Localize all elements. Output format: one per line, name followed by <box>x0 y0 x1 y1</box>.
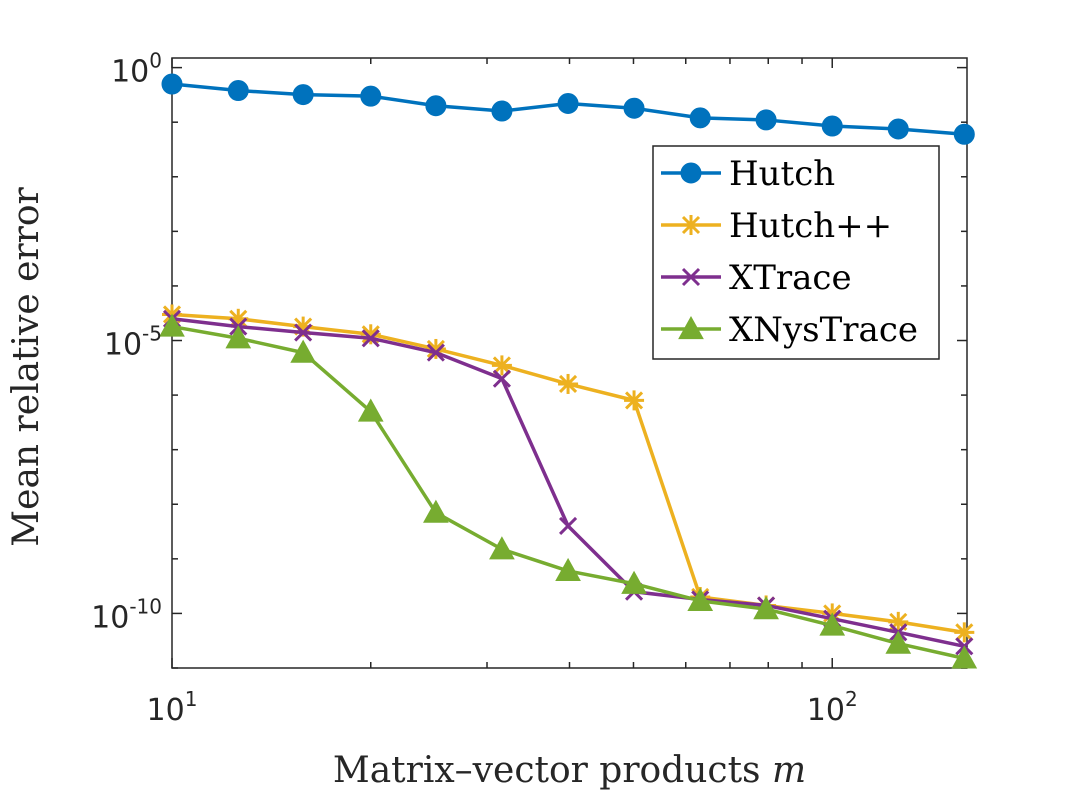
x-tick-label: 101 <box>147 687 198 728</box>
series-hutch <box>161 73 975 145</box>
legend-item-hutch: Hutch++ <box>661 206 892 246</box>
legend-marker <box>680 162 702 184</box>
data-point-xtrace <box>361 329 380 348</box>
data-point-xnystrace <box>555 557 581 582</box>
data-point-hutch <box>491 355 512 376</box>
data-point-hutch <box>557 93 579 115</box>
series-hutch <box>162 304 975 643</box>
legend-marker <box>678 315 704 340</box>
x-axis-label-var: m <box>772 750 806 791</box>
x-tick-label: 102 <box>807 687 858 728</box>
data-point-hutch <box>161 73 183 95</box>
data-point-xnystrace <box>225 325 252 349</box>
data-point-xnystrace <box>951 645 978 669</box>
data-point-hutch <box>821 115 843 137</box>
y-tick-label: 100 <box>111 49 162 90</box>
data-point-hutch <box>491 100 513 122</box>
legend-item-hutch: Hutch <box>661 154 835 194</box>
data-point-hutch <box>888 611 909 632</box>
data-point-hutch <box>227 80 249 102</box>
legend-box <box>652 145 940 360</box>
data-point-xnystrace <box>489 536 515 560</box>
data-point-hutch <box>558 373 579 394</box>
data-point-xnystrace <box>753 596 779 620</box>
data-point-xnystrace <box>423 499 449 523</box>
tick-labels: 101 102 100 10-5 10-10 <box>91 49 858 728</box>
data-point-xtrace <box>492 369 511 388</box>
x-axis-label-main: Matrix–vector products <box>333 750 772 791</box>
data-point-xnystrace <box>621 570 647 594</box>
legend-label: Hutch <box>729 154 835 194</box>
data-point-xtrace <box>559 516 578 536</box>
data-point-xtrace <box>294 323 313 342</box>
data-point-hutch <box>425 95 447 117</box>
x-axis-label: Matrix–vector products m <box>333 750 806 791</box>
data-point-hutch <box>623 97 645 119</box>
data-point-xnystrace <box>687 587 714 611</box>
data-point-xnystrace <box>290 339 317 363</box>
legend-label: Hutch++ <box>729 206 892 246</box>
data-point-hutch <box>954 622 975 643</box>
data-point-xnystrace <box>819 612 846 636</box>
legend-marker <box>681 215 701 235</box>
legend-item-xnystrace: XNysTrace <box>661 310 918 350</box>
data-point-hutch <box>689 107 711 129</box>
legend-marker <box>681 267 701 287</box>
y-tick-label: 10-10 <box>91 594 162 635</box>
data-point-hutch <box>953 123 975 145</box>
data-point-xnystrace <box>885 630 912 654</box>
data-point-hutch <box>624 390 645 411</box>
data-point-hutch <box>360 85 382 107</box>
data-point-xtrace <box>426 343 445 362</box>
legend-item-xtrace: XTrace <box>661 258 852 298</box>
data-point-xnystrace <box>159 313 185 337</box>
ticks <box>171 58 967 669</box>
legend: Hutch Hutch++ XTrace XNysTrace <box>652 145 940 360</box>
data-point-xnystrace <box>357 398 384 422</box>
y-axis-label: Mean relative error <box>6 187 47 547</box>
series-xnystrace <box>159 313 978 669</box>
series-layer <box>159 73 978 669</box>
legend-label: XTrace <box>729 258 852 298</box>
data-point-hutch <box>887 118 909 140</box>
data-point-hutch <box>755 109 777 131</box>
legend-label: XNysTrace <box>729 310 918 350</box>
y-tick-label: 10-5 <box>104 322 162 363</box>
data-point-hutch <box>292 84 314 106</box>
